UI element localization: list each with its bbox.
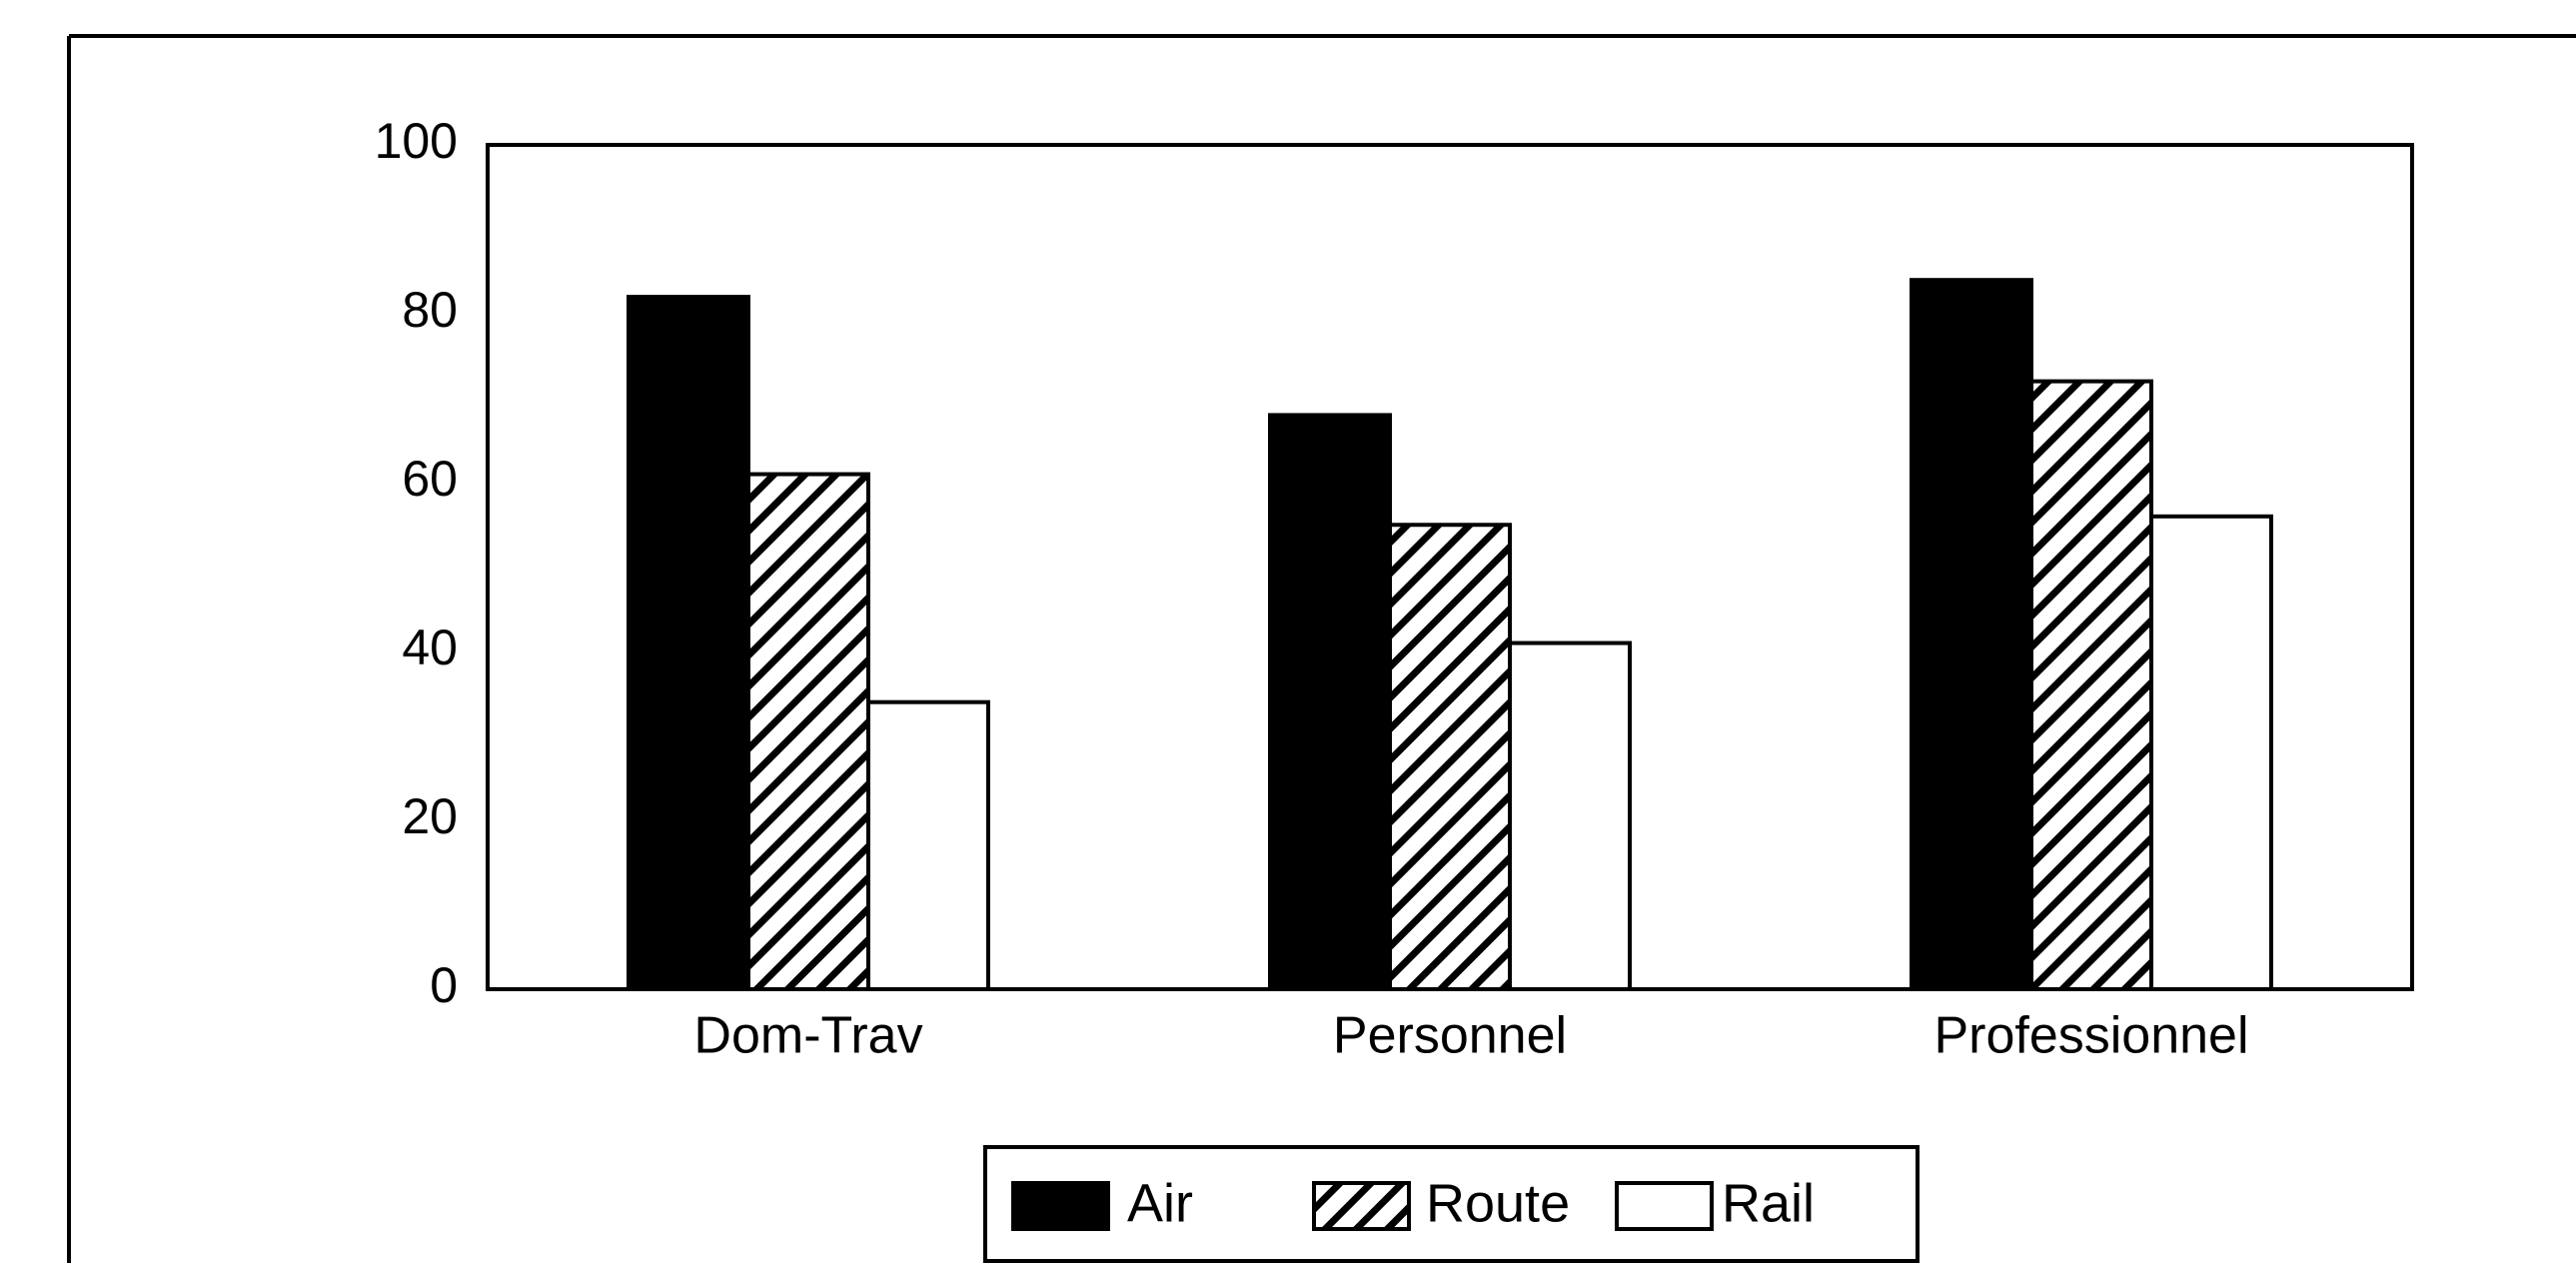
legend-label: Air (1127, 1173, 1193, 1233)
bar (1388, 523, 1512, 991)
y-tick-label: 20 (402, 788, 458, 844)
bar (2029, 379, 2153, 992)
bar (1268, 413, 1392, 991)
bar (746, 472, 870, 991)
legend: Air Route Rail (983, 1145, 1920, 1263)
bar (1508, 640, 1632, 991)
y-tick-label: 0 (430, 957, 458, 1013)
x-tick-label: Personnel (1333, 1007, 1567, 1065)
legend-swatch (1011, 1181, 1110, 1231)
bar (1910, 278, 2033, 991)
x-tick-label: Dom-Trav (693, 1007, 922, 1065)
y-tick-label: 40 (402, 620, 458, 675)
legend-label: Rail (1722, 1173, 1815, 1233)
bar (2149, 514, 2273, 991)
bar (627, 295, 750, 992)
y-tick-label: 60 (402, 451, 458, 507)
y-tick-label: 100 (375, 113, 458, 169)
legend-label: Route (1426, 1173, 1570, 1233)
legend-swatch (1615, 1181, 1714, 1231)
y-tick-label: 80 (402, 282, 458, 338)
x-tick-label: Professionnel (1933, 1007, 2248, 1065)
plot-area: 0 20 40 60 80 100 Dom-Trav Personnel Professionn… (375, 113, 2414, 1065)
bar (866, 699, 990, 991)
legend-box (983, 1145, 1920, 1263)
legend-swatch (1312, 1181, 1411, 1231)
